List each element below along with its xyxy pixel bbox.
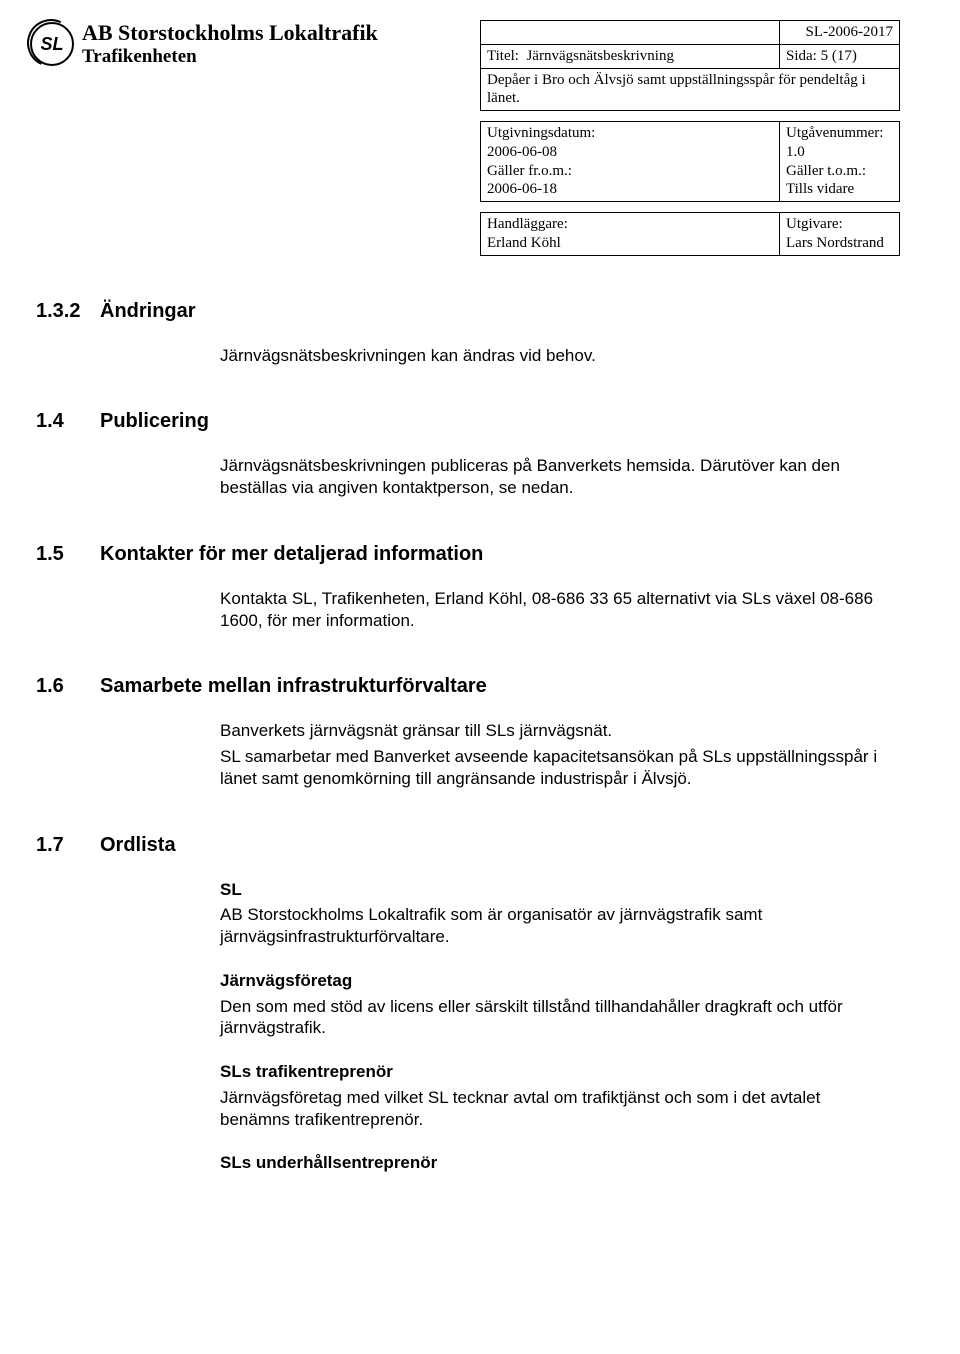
- paragraph: SL samarbetar med Banverket avseende kap…: [220, 746, 880, 790]
- section-1-7: 1.7 Ordlista: [30, 834, 900, 857]
- edition-label: Utgåvenummer:: [786, 125, 883, 141]
- publisher-cell: Utgivare: Lars Nordstrand: [780, 213, 900, 256]
- glossary-definition: AB Storstockholms Lokaltrafik som är org…: [220, 904, 880, 948]
- meta-column: SL-2006-2017 Titel: Järnvägsnätsbeskrivn…: [480, 20, 900, 256]
- org-text: AB Storstockholms Lokaltrafik Trafikenhe…: [82, 20, 378, 69]
- valid-to-label: Gäller t.o.m.:: [786, 163, 866, 179]
- handler-cell: Handläggare: Erland Köhl: [481, 213, 780, 256]
- publisher-value: Lars Nordstrand: [786, 235, 884, 251]
- page-value: 5 (17): [821, 48, 857, 64]
- meta-table-1: SL-2006-2017 Titel: Järnvägsnätsbeskrivn…: [480, 20, 900, 111]
- section-number: 1.4: [30, 410, 100, 433]
- section-number: 1.5: [30, 543, 100, 566]
- section-heading: Samarbete mellan infrastrukturförvaltare: [100, 675, 487, 698]
- issue-date-value: 2006-06-08: [487, 144, 557, 160]
- paragraph: Banverkets järnvägsnät gränsar till SLs …: [220, 720, 880, 742]
- document-header: AB Storstockholms Lokaltrafik Trafikenhe…: [30, 20, 900, 256]
- title-cell: Titel: Järnvägsnätsbeskrivning: [481, 44, 780, 68]
- org-unit: Trafikenheten: [82, 46, 378, 69]
- section-heading: Ändringar: [100, 300, 196, 323]
- valid-to-value: Tills vidare: [786, 181, 854, 197]
- meta-table-2: Utgivningsdatum: 2006-06-08 Gäller fr.o.…: [480, 121, 900, 202]
- section-1-4: 1.4 Publicering: [30, 410, 900, 433]
- valid-from-label: Gäller fr.o.m.:: [487, 163, 572, 179]
- section-number: 1.3.2: [30, 300, 100, 323]
- paragraph: Järnvägsnätsbeskrivningen publiceras på …: [220, 455, 880, 499]
- section-body-1-5: Kontakta SL, Trafikenheten, Erland Köhl,…: [220, 588, 880, 632]
- glossary-term: Järnvägsföretag: [220, 970, 880, 992]
- edition-value: 1.0: [786, 144, 805, 160]
- section-heading: Ordlista: [100, 834, 176, 857]
- section-1-5: 1.5 Kontakter för mer detaljerad informa…: [30, 543, 900, 566]
- page-cell: Sida: 5 (17): [780, 44, 900, 68]
- section-1-6: 1.6 Samarbete mellan infrastrukturförval…: [30, 675, 900, 698]
- title-label: Titel:: [487, 48, 519, 64]
- section-body-1-4: Järnvägsnätsbeskrivningen publiceras på …: [220, 455, 880, 499]
- glossary-term: SLs underhållsentreprenör: [220, 1152, 880, 1174]
- logo-block: AB Storstockholms Lokaltrafik Trafikenhe…: [30, 20, 378, 69]
- section-body-1-3-2: Järnvägsnätsbeskrivningen kan ändras vid…: [220, 345, 880, 367]
- glossary-definition: Järnvägsföretag med vilket SL tecknar av…: [220, 1087, 880, 1131]
- issue-date-cell: Utgivningsdatum: 2006-06-08 Gäller fr.o.…: [481, 122, 780, 202]
- doc-id: SL-2006-2017: [780, 21, 900, 45]
- section-body-1-7: SL AB Storstockholms Lokaltrafik som är …: [220, 879, 880, 1175]
- section-number: 1.7: [30, 834, 100, 857]
- section-heading: Kontakter för mer detaljerad information: [100, 543, 483, 566]
- handler-label: Handläggare:: [487, 216, 568, 232]
- edition-cell: Utgåvenummer: 1.0 Gäller t.o.m.: Tills v…: [780, 122, 900, 202]
- page-label: Sida:: [786, 48, 817, 64]
- paragraph: Kontakta SL, Trafikenheten, Erland Köhl,…: [220, 588, 880, 632]
- paragraph: Järnvägsnätsbeskrivningen kan ändras vid…: [220, 345, 880, 367]
- glossary-term: SL: [220, 879, 880, 901]
- section-1-3-2: 1.3.2 Ändringar: [30, 300, 900, 323]
- meta-table-3: Handläggare: Erland Köhl Utgivare: Lars …: [480, 212, 900, 256]
- handler-value: Erland Köhl: [487, 235, 561, 251]
- empty-cell: [481, 21, 780, 45]
- section-heading: Publicering: [100, 410, 209, 433]
- issue-date-label: Utgivningsdatum:: [487, 125, 595, 141]
- sl-logo-icon: [30, 22, 74, 66]
- org-name: AB Storstockholms Lokaltrafik: [82, 20, 378, 46]
- section-number: 1.6: [30, 675, 100, 698]
- valid-from-value: 2006-06-18: [487, 181, 557, 197]
- publisher-label: Utgivare:: [786, 216, 843, 232]
- title-value: Järnvägsnätsbeskrivning: [526, 48, 673, 64]
- section-body-1-6: Banverkets järnvägsnät gränsar till SLs …: [220, 720, 880, 789]
- glossary-definition: Den som med stöd av licens eller särskil…: [220, 996, 880, 1040]
- glossary-term: SLs trafikentreprenör: [220, 1061, 880, 1083]
- depot-line: Depåer i Bro och Älvsjö samt uppställnin…: [481, 68, 900, 111]
